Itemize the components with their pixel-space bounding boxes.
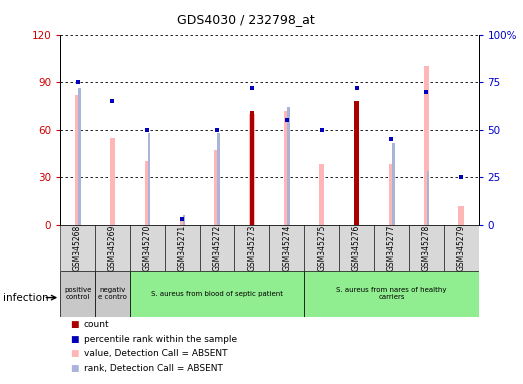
Bar	[444, 225, 479, 271]
Bar	[304, 271, 479, 317]
Text: ■: ■	[71, 349, 79, 358]
Text: GSM345275: GSM345275	[317, 225, 326, 271]
Text: value, Detection Call = ABSENT: value, Detection Call = ABSENT	[84, 349, 227, 358]
Bar	[392, 143, 394, 225]
Text: S. aureus from blood of septic patient: S. aureus from blood of septic patient	[151, 291, 283, 297]
Text: GSM345274: GSM345274	[282, 225, 291, 271]
Bar	[130, 271, 304, 317]
Bar	[214, 150, 220, 225]
Bar	[409, 225, 444, 271]
Bar	[183, 215, 185, 225]
Bar	[250, 111, 254, 225]
Bar	[374, 225, 409, 271]
Text: GSM345277: GSM345277	[387, 225, 396, 271]
Bar	[354, 114, 359, 225]
Bar	[234, 225, 269, 271]
Bar	[304, 225, 339, 271]
Text: S. aureus from nares of healthy
carriers: S. aureus from nares of healthy carriers	[336, 287, 447, 300]
Text: GSM345276: GSM345276	[352, 225, 361, 271]
Bar	[424, 66, 429, 225]
Text: GSM345279: GSM345279	[457, 225, 465, 271]
Bar	[427, 171, 429, 225]
Bar	[218, 133, 220, 225]
Bar	[78, 88, 81, 225]
Text: infection: infection	[3, 293, 48, 303]
Text: GSM345270: GSM345270	[143, 225, 152, 271]
Bar	[389, 164, 394, 225]
Bar	[284, 111, 289, 225]
Text: ■: ■	[71, 364, 79, 373]
Bar	[145, 161, 150, 225]
Text: ■: ■	[71, 320, 79, 329]
Bar	[287, 107, 290, 225]
Bar	[319, 164, 324, 225]
Bar	[339, 225, 374, 271]
Text: GDS4030 / 232798_at: GDS4030 / 232798_at	[177, 13, 315, 26]
Text: GSM345272: GSM345272	[212, 225, 222, 271]
Bar	[459, 206, 464, 225]
Bar	[130, 225, 165, 271]
Bar	[110, 137, 115, 225]
Bar	[269, 225, 304, 271]
Bar	[60, 271, 95, 317]
Bar	[95, 271, 130, 317]
Bar	[200, 225, 234, 271]
Text: GSM345269: GSM345269	[108, 225, 117, 271]
Text: count: count	[84, 320, 109, 329]
Text: positive
control: positive control	[64, 287, 92, 300]
Text: ■: ■	[71, 334, 79, 344]
Text: GSM345273: GSM345273	[247, 225, 256, 271]
Bar	[249, 114, 255, 225]
Bar	[60, 225, 95, 271]
Text: GSM345271: GSM345271	[178, 225, 187, 271]
Text: negativ
e contro: negativ e contro	[98, 287, 127, 300]
Bar	[147, 133, 151, 225]
Text: GSM345268: GSM345268	[73, 225, 82, 271]
Bar	[95, 225, 130, 271]
Text: GSM345278: GSM345278	[422, 225, 431, 271]
Text: rank, Detection Call = ABSENT: rank, Detection Call = ABSENT	[84, 364, 223, 373]
Bar	[75, 95, 80, 225]
Bar	[165, 225, 200, 271]
Bar	[355, 101, 359, 225]
Text: percentile rank within the sample: percentile rank within the sample	[84, 334, 237, 344]
Bar	[179, 222, 185, 225]
